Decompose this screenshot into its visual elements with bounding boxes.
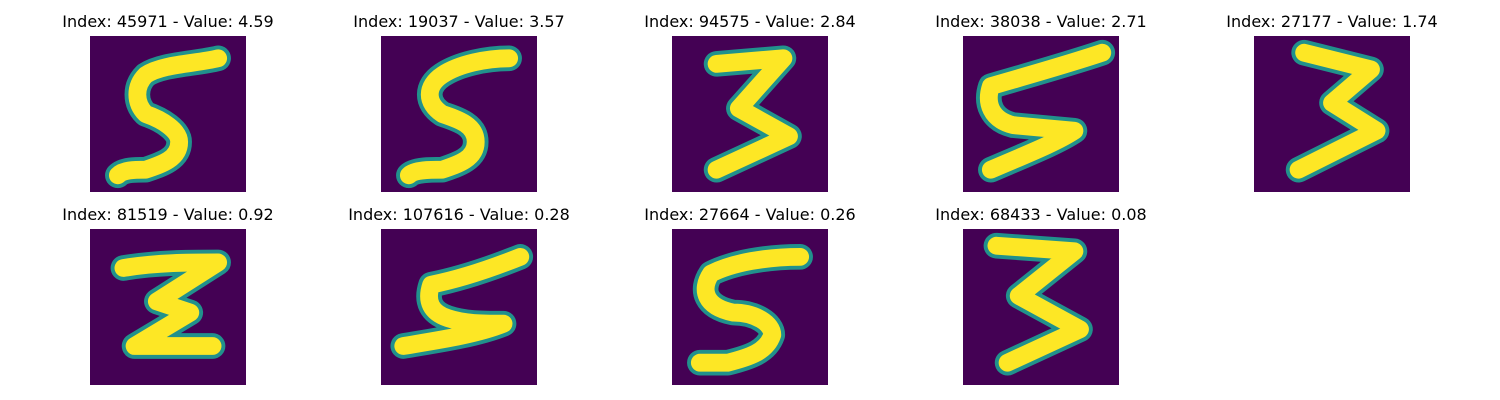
digit-stroke [979, 43, 1112, 179]
digit-stroke [707, 49, 798, 179]
digit-stroke [399, 49, 519, 185]
image-panel: Index: 45971 - Value: 4.59 [18, 12, 318, 192]
panel-title: Index: 81519 - Value: 0.92 [62, 205, 274, 224]
panel-title: Index: 27664 - Value: 0.26 [644, 205, 856, 224]
image-panel: Index: 94575 - Value: 2.84 [600, 12, 900, 192]
image-panel: Index: 68433 - Value: 0.08 [891, 205, 1191, 385]
image-panel: Index: 38038 - Value: 2.71 [891, 12, 1191, 192]
digit-image [1254, 36, 1410, 192]
digit-image [963, 36, 1119, 192]
panel-title: Index: 27177 - Value: 1.74 [1226, 12, 1438, 31]
image-panel: Index: 27664 - Value: 0.26 [600, 205, 900, 385]
digit-stroke [114, 253, 228, 355]
digit-stroke [690, 247, 810, 372]
image-panel: Index: 27177 - Value: 1.74 [1182, 12, 1482, 192]
digit-image [90, 36, 246, 192]
digit-image [672, 229, 828, 385]
digit-stroke [1289, 43, 1386, 179]
digit-image [381, 229, 537, 385]
digit-stroke [987, 236, 1089, 372]
panel-title: Index: 107616 - Value: 0.28 [348, 205, 570, 224]
panel-title: Index: 94575 - Value: 2.84 [644, 12, 856, 31]
panel-title: Index: 19037 - Value: 3.57 [353, 12, 565, 31]
digit-image [963, 229, 1119, 385]
panel-title: Index: 68433 - Value: 0.08 [935, 205, 1147, 224]
image-panel: Index: 107616 - Value: 0.28 [309, 205, 609, 385]
digit-image [381, 36, 537, 192]
digit-stroke [108, 49, 228, 185]
image-panel: Index: 81519 - Value: 0.92 [18, 205, 318, 385]
digit-image [90, 229, 246, 385]
panel-title: Index: 38038 - Value: 2.71 [935, 12, 1147, 31]
digit-image [672, 36, 828, 192]
digit-stroke [394, 247, 530, 355]
image-panel: Index: 19037 - Value: 3.57 [309, 12, 609, 192]
panel-title: Index: 45971 - Value: 4.59 [62, 12, 274, 31]
